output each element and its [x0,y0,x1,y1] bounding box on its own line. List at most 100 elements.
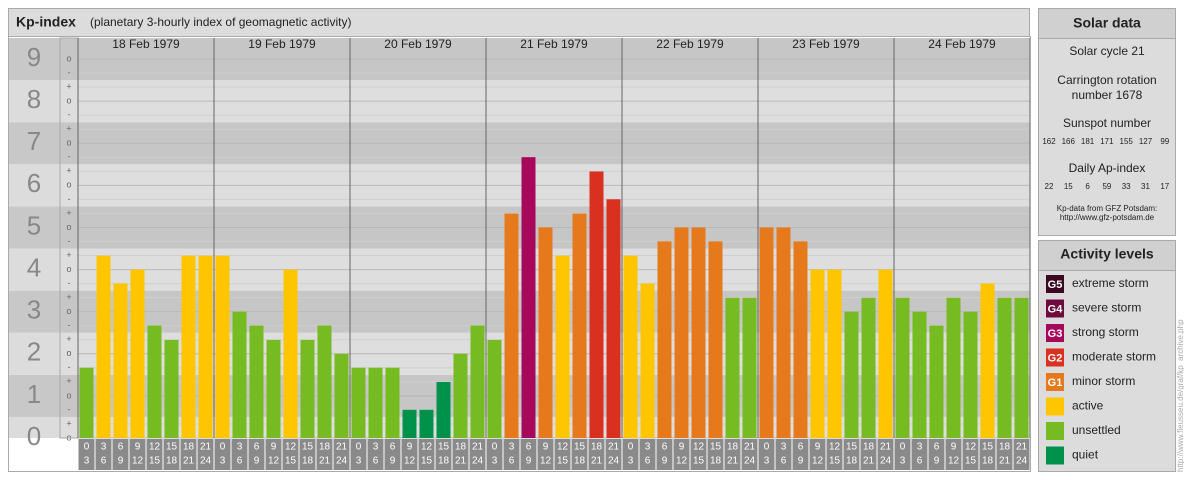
legend-header [1038,240,1176,271]
hour-label: 24 [744,456,756,467]
y-tick-label: 9 [27,42,41,72]
bar [266,339,281,438]
hour-label: 0 [84,442,90,453]
hour-label: 6 [254,442,260,453]
kp-minor-label: o [66,138,71,148]
hour-label: 9 [254,456,260,467]
hour-cell [95,439,112,470]
day-label: 22 Feb 1979 [656,37,724,51]
hour-label: 6 [101,456,107,467]
bar [572,213,587,438]
plot-frame [8,36,1031,472]
bar [164,339,179,438]
y-band [8,416,60,438]
hour-label: 15 [829,456,841,467]
hour-label: 12 [268,456,280,467]
bar [368,367,383,438]
hour-cell [129,439,146,470]
hour-label: 9 [390,456,396,467]
kp-minor-label: - [68,362,71,372]
hour-label: 3 [84,456,90,467]
bar [504,213,519,438]
ap-value: 15 [1064,182,1073,191]
hour-label: 9 [135,442,141,453]
hour-label: 15 [710,442,722,453]
hour-label: 24 [200,456,212,467]
hour-cell [316,439,333,470]
y-tick-label: 0 [27,421,41,451]
kp-minor-label: + [66,292,71,302]
bar [232,311,247,438]
hour-label: 21 [999,456,1011,467]
hour-label: 6 [237,456,243,467]
hour-label: 9 [662,456,668,467]
hour-cell [163,439,180,470]
title-bar [8,8,1030,37]
legend-name: severe storm [1072,301,1141,315]
legend-swatch [1046,397,1064,416]
solar-cycle: Solar cycle 21 [1069,44,1145,58]
ap-value: 6 [1085,182,1090,191]
hour-label: 0 [492,442,498,453]
hour-label: 6 [917,456,923,467]
legend-name: active [1072,399,1104,413]
kp-minor-label: + [66,250,71,260]
hour-cell [486,439,503,470]
hour-label: 21 [472,442,484,453]
hour-label: 9 [798,456,804,467]
kp-minor-label: o [66,348,71,358]
y-tick-label: 4 [27,252,41,282]
hour-label: 21 [863,456,875,467]
hour-label: 12 [676,456,688,467]
panel-title: Solar data [1073,15,1141,31]
hour-cell [911,439,928,470]
bar [402,409,417,438]
day-label: 23 Feb 1979 [792,37,860,51]
bar [113,283,128,438]
day-label: 21 Feb 1979 [520,37,588,51]
bar [708,241,723,438]
hour-label: 18 [591,442,603,453]
ap-title: Daily Ap-index [1069,161,1146,175]
legend-code: G2 [1048,352,1063,364]
day-label: 24 Feb 1979 [928,37,996,51]
chart-subtitle: (planetary 3-hourly index of geomagnetic… [90,15,351,29]
y-tick-label: 3 [27,295,41,325]
bar [997,297,1012,438]
hour-cell [928,439,945,470]
side-url: http://www.fleusseu.de/graf/kp_archive.p… [1176,319,1184,472]
hour-label: 15 [693,456,705,467]
legend-name: minor storm [1072,374,1135,388]
hour-label: 24 [472,456,484,467]
hour-cell [792,439,809,470]
bar [470,325,485,438]
hour-label: 0 [220,442,226,453]
bar [419,409,434,438]
hour-cell [860,439,877,470]
hour-cell [826,439,843,470]
hour-label: 24 [336,456,348,467]
hour-cell [520,439,537,470]
bar [1014,297,1029,438]
kp-minor-label: o [66,432,71,442]
bar [640,283,655,438]
hour-label: 12 [829,442,841,453]
hour-label: 21 [591,456,603,467]
bar [385,367,400,438]
hour-cell [78,439,95,470]
hour-label: 6 [798,442,804,453]
bar [878,269,893,438]
hour-label: 6 [373,456,379,467]
bar [453,353,468,438]
legend-name: moderate storm [1072,350,1156,364]
kp-minor-label: - [68,110,71,120]
hour-label: 21 [455,456,467,467]
hour-cell [571,439,588,470]
hour-label: 24 [1016,456,1028,467]
day-label: 19 Feb 1979 [248,37,316,51]
hour-label: 15 [982,442,994,453]
legend-code: G3 [1048,328,1063,340]
hour-cell [197,439,214,470]
hour-label: 12 [132,456,144,467]
y-band [8,332,60,375]
